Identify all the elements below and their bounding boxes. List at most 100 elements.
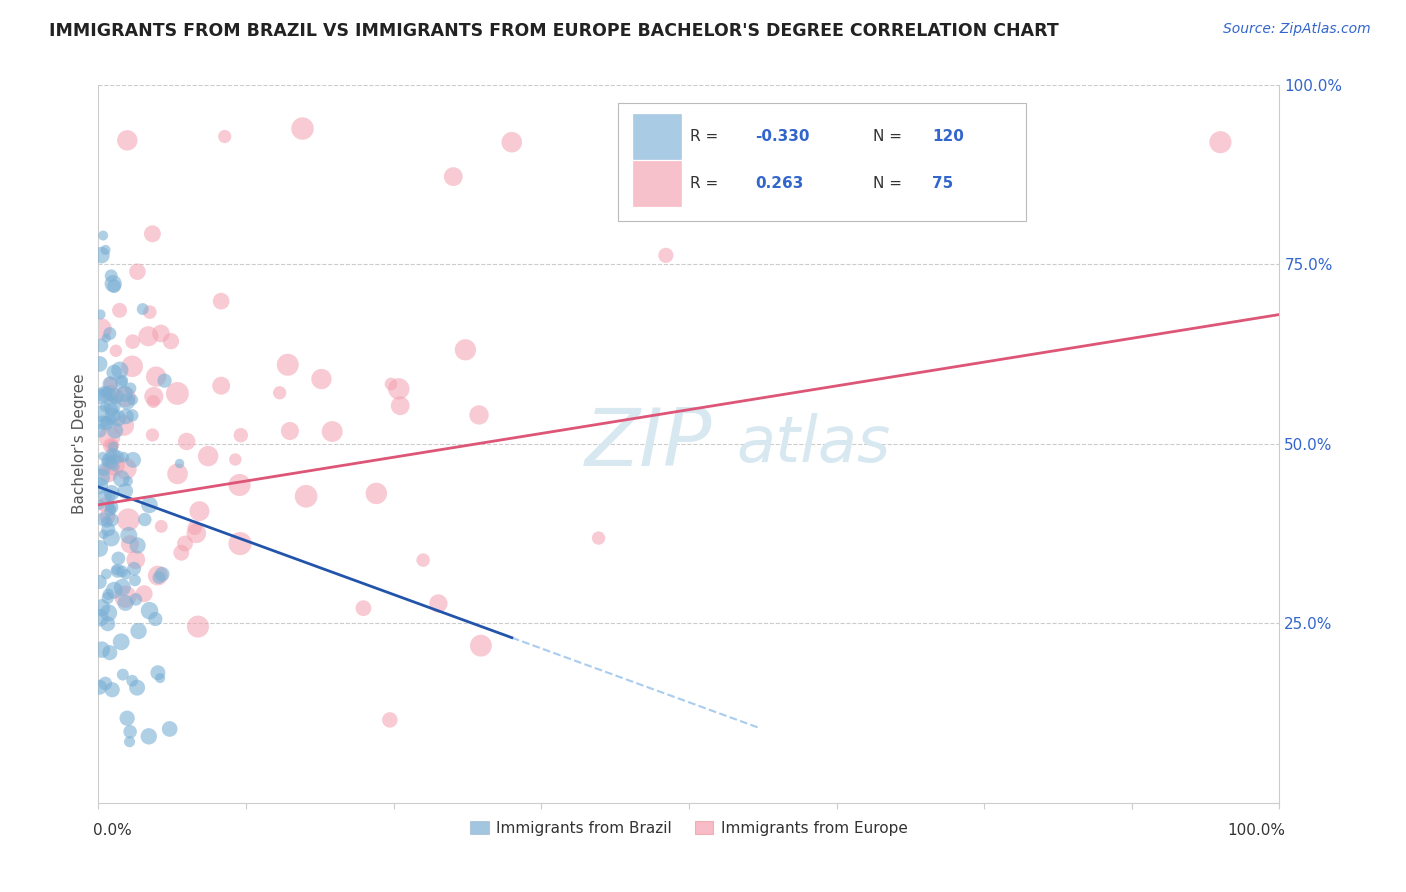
Point (98, 490, 121, 504)
Point (93, 498, 115, 512)
FancyBboxPatch shape (619, 103, 1025, 221)
Point (138, 604, 160, 618)
Point (269, 385, 291, 400)
Point (197, 449, 219, 463)
Point (141, 227, 163, 241)
Point (114, 390, 136, 404)
Point (188, 504, 211, 518)
Point (104, 389, 127, 403)
Y-axis label: Bachelor's Degree: Bachelor's Degree (72, 374, 87, 514)
Point (380, 376, 402, 391)
Point (1209, 135, 1232, 149)
Point (94, 489, 117, 503)
Point (89, 479, 111, 493)
Point (96, 331, 118, 345)
Point (97, 616, 120, 631)
Point (122, 562, 145, 576)
Point (187, 619, 209, 633)
Point (389, 399, 412, 413)
Point (125, 592, 148, 607)
Point (114, 590, 136, 604)
Point (91, 416, 114, 430)
Text: atlas: atlas (737, 413, 890, 475)
Point (412, 553, 434, 567)
Point (121, 359, 143, 374)
Point (134, 512, 156, 526)
Point (127, 538, 149, 552)
Point (112, 418, 135, 433)
Point (96, 515, 118, 529)
Point (143, 612, 166, 626)
Point (103, 366, 125, 380)
Point (121, 673, 143, 688)
Point (94, 414, 117, 428)
Point (111, 667, 134, 681)
Point (98, 503, 121, 517)
Point (97, 587, 120, 601)
Point (96, 567, 118, 582)
Point (468, 408, 491, 422)
Point (295, 489, 318, 503)
Point (107, 564, 129, 578)
Point (149, 671, 172, 685)
Point (100, 376, 122, 391)
Point (278, 424, 301, 438)
Point (153, 374, 176, 388)
Point (96, 417, 118, 431)
Point (441, 169, 464, 184)
Point (101, 409, 124, 423)
Text: R =: R = (690, 176, 718, 191)
Point (139, 305, 162, 319)
Point (89, 680, 111, 694)
Point (115, 409, 138, 424)
Point (121, 334, 143, 349)
Point (114, 462, 136, 476)
Point (117, 513, 139, 527)
Point (96, 509, 118, 524)
Point (93, 462, 115, 476)
Point (378, 713, 401, 727)
Point (366, 486, 388, 500)
Point (108, 363, 131, 377)
Point (90, 322, 112, 336)
Point (169, 457, 191, 471)
Point (101, 682, 124, 697)
Point (98, 377, 121, 392)
Point (100, 413, 122, 427)
Point (97, 591, 120, 605)
Point (93, 385, 115, 400)
Point (107, 450, 129, 464)
Point (470, 639, 492, 653)
Point (148, 570, 170, 584)
Point (136, 329, 159, 343)
Point (117, 133, 139, 147)
Point (224, 452, 246, 467)
Point (100, 456, 122, 470)
Point (229, 536, 252, 550)
Point (291, 121, 314, 136)
Point (101, 399, 124, 413)
Point (90, 600, 112, 615)
Point (90, 407, 112, 421)
Point (388, 382, 411, 396)
Point (115, 711, 138, 725)
Point (174, 536, 197, 550)
Point (454, 343, 477, 357)
Text: ZIP: ZIP (585, 405, 713, 483)
Point (101, 440, 124, 454)
Legend: Immigrants from Brazil, Immigrants from Europe: Immigrants from Brazil, Immigrants from … (464, 814, 914, 842)
FancyBboxPatch shape (634, 161, 681, 206)
Text: 0.263: 0.263 (755, 176, 803, 191)
Point (89, 498, 111, 512)
Point (89, 611, 111, 625)
Point (160, 334, 183, 348)
Point (91, 512, 114, 526)
Point (90, 642, 112, 657)
Point (150, 519, 173, 533)
Point (209, 294, 232, 309)
FancyBboxPatch shape (634, 114, 681, 160)
Point (100, 268, 122, 283)
Text: IMMIGRANTS FROM BRAZIL VS IMMIGRANTS FROM EUROPE BACHELOR'S DEGREE CORRELATION C: IMMIGRANTS FROM BRAZIL VS IMMIGRANTS FRO… (49, 22, 1059, 40)
Point (89, 307, 111, 321)
Point (114, 386, 136, 401)
